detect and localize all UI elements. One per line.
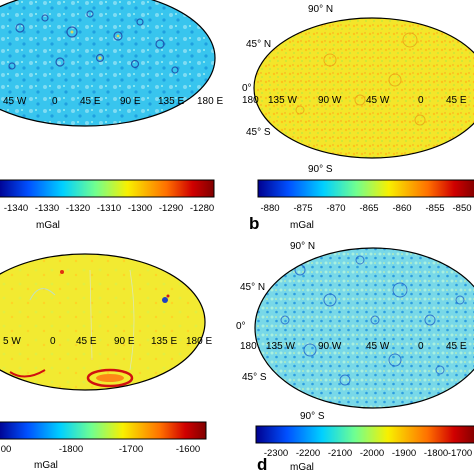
- panel-b-lon-label: 135 W: [268, 95, 297, 106]
- colorbar-c: [0, 421, 207, 440]
- colorbar-b-tick: -880: [260, 203, 280, 214]
- panel-d-lon-label: 135 W: [266, 341, 295, 352]
- panel-c-lon-label: 180 E: [186, 336, 213, 347]
- colorbar-d-tick: -1800: [423, 448, 449, 459]
- panel-d-lat-label: 90° S: [300, 411, 325, 422]
- colorbar-d-tick: -2300: [263, 448, 289, 459]
- colorbar-b-unit: mGal: [290, 220, 314, 231]
- colorbar-c-tick: -1700: [118, 444, 144, 455]
- colorbar-a-tick: -1330: [34, 203, 60, 214]
- colorbar-d-tick: -1700: [447, 448, 473, 459]
- colorbar-a-tick: -1320: [65, 203, 91, 214]
- panel-a-lon-label: 135 E: [158, 96, 185, 107]
- colorbar-a-tick: -1310: [96, 203, 122, 214]
- panel-c-lon-label: 0: [50, 336, 56, 347]
- colorbar-a: [0, 179, 215, 198]
- colorbar-a-tick: -1280: [189, 203, 215, 214]
- panel-d-lat-label: 0°: [236, 321, 246, 332]
- colorbar-c-tick: -1800: [58, 444, 84, 455]
- colorbar-b-tick: -850: [452, 203, 472, 214]
- panel-b-lon-label: 0: [418, 95, 424, 106]
- panel-a-lon-label: 0: [52, 96, 58, 107]
- panel-a-lon-label: 45 W: [3, 96, 27, 107]
- colorbar-d-tick: -1900: [391, 448, 417, 459]
- colorbar-b-tick: -860: [392, 203, 412, 214]
- panel-d-lat-label: 45° S: [242, 372, 267, 383]
- colorbar-b-tick: -865: [359, 203, 379, 214]
- panel-b-lon-label: 180: [242, 95, 259, 106]
- panel-d-lon-label: 45 E: [446, 341, 467, 352]
- panel-b-lon-label: 45 W: [366, 95, 390, 106]
- panel-d-map: [254, 247, 474, 409]
- panel-b-lat-label: 90° S: [308, 164, 333, 175]
- panel-d-lat-label: 45° N: [240, 282, 266, 293]
- panel-d-lon-label: 90 W: [318, 341, 342, 352]
- panel-d-lat-label: 90° N: [290, 241, 316, 252]
- colorbar-c-unit: mGal: [34, 460, 58, 471]
- panel-d-lon-label: 180: [240, 341, 257, 352]
- panel-a-lon-label: 45 E: [80, 96, 101, 107]
- panel-d-lon-label: 0: [418, 341, 424, 352]
- colorbar-a-unit: mGal: [36, 220, 60, 231]
- panel-b-lat-label: 0°: [242, 83, 252, 94]
- panel-c-lon-label: 5 W: [3, 336, 21, 347]
- colorbar-d-tick: -2100: [327, 448, 353, 459]
- panel-b-lat-label: 90° N: [308, 4, 334, 15]
- colorbar-d-tick: -2000: [359, 448, 385, 459]
- colorbar-b-tick: -855: [425, 203, 445, 214]
- panel-b-letter: b: [249, 214, 260, 233]
- colorbar-b-tick: -870: [326, 203, 346, 214]
- panel-b-lon-label: 90 W: [318, 95, 342, 106]
- panel-c-lon-label: 90 E: [114, 336, 135, 347]
- panel-b-lat-label: 45° S: [246, 127, 271, 138]
- colorbar-d: [255, 425, 474, 444]
- panel-c-lon-label: 135 E: [151, 336, 178, 347]
- panel-d-letter: d: [257, 455, 268, 474]
- colorbar-a-tick: -1300: [127, 203, 153, 214]
- panel-a-lon-label: 90 E: [120, 96, 141, 107]
- colorbar-a-tick: -1340: [3, 203, 29, 214]
- colorbar-d-unit: mGal: [290, 462, 314, 473]
- panel-b-lat-label: 45° N: [246, 39, 272, 50]
- panel-c-lon-label: 45 E: [76, 336, 97, 347]
- colorbar-a-tick: -1290: [158, 203, 184, 214]
- colorbar-b-tick: -875: [293, 203, 313, 214]
- colorbar-d-tick: -2200: [295, 448, 321, 459]
- panel-a-map: [0, 0, 216, 127]
- panel-b-lon-label: 45 E: [446, 95, 467, 106]
- colorbar-b: [257, 179, 474, 198]
- panel-d-lon-label: 45 W: [366, 341, 390, 352]
- panel-c-map: [0, 253, 206, 391]
- colorbar-c-tick: -1600: [175, 444, 201, 455]
- colorbar-c-tick: 00: [0, 444, 12, 455]
- panel-b-map: [253, 17, 474, 159]
- panel-a-lon-label: 180 E: [197, 96, 224, 107]
